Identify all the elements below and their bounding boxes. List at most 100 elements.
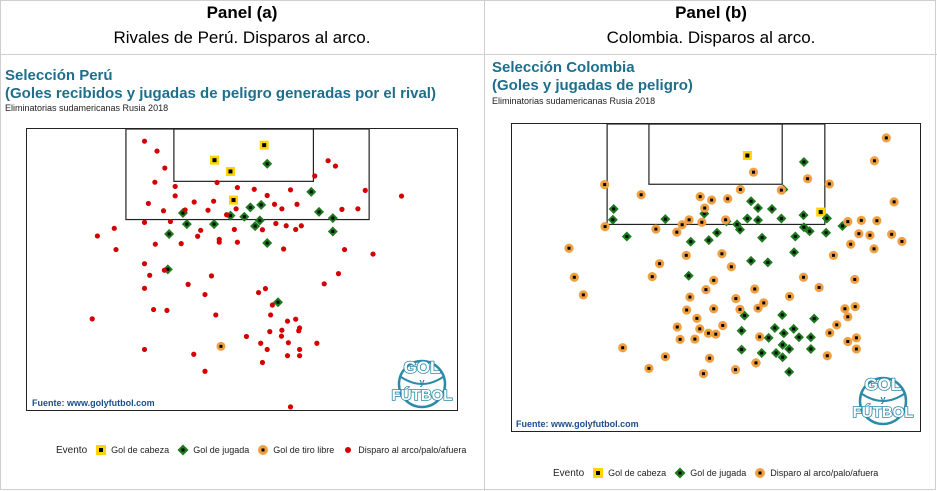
point-disparo-al-arco-palo-afuera-1 bbox=[869, 156, 880, 166]
point-disparo-al-arco-palo-afuera-54 bbox=[735, 304, 745, 314]
point-disparo-al-arco-palo-afuera-39 bbox=[94, 233, 101, 239]
point-disparo-al-arco-palo-afuera-32 bbox=[828, 250, 839, 260]
panel-b-header: Panel (b) bbox=[675, 3, 747, 22]
point-gol-de-jugada-22 bbox=[712, 227, 722, 238]
point-gol-de-jugada-39 bbox=[777, 339, 788, 350]
point-disparo-al-arco-palo-afuera-35 bbox=[726, 262, 736, 272]
point-gol-de-cabeza-3 bbox=[228, 195, 238, 205]
point-disparo-al-arco-palo-afuera-28 bbox=[223, 212, 230, 218]
point-gol-de-jugada-3 bbox=[239, 211, 250, 222]
point-disparo-al-arco-palo-afuera-13 bbox=[264, 192, 270, 199]
point-disparo-al-arco-palo-afuera-24 bbox=[854, 229, 864, 239]
point-disparo-al-arco-palo-afuera-49 bbox=[840, 304, 850, 314]
point-disparo-al-arco-palo-afuera-14 bbox=[697, 217, 707, 227]
point-disparo-al-arco-palo-afuera-55 bbox=[321, 281, 327, 287]
point-disparo-al-arco-palo-afuera-70 bbox=[660, 352, 670, 362]
legend-a-freekick-goal-marker bbox=[258, 445, 269, 455]
point-disparo-al-arco-palo-afuera-75 bbox=[264, 346, 270, 353]
point-gol-de-cabeza-1 bbox=[816, 207, 826, 217]
legend-b-title: Evento bbox=[553, 467, 585, 479]
point-disparo-al-arco-palo-afuera-84 bbox=[287, 404, 294, 410]
penalty-area bbox=[606, 124, 826, 226]
point-disparo-al-arco-palo-afuera-29 bbox=[167, 218, 174, 225]
point-disparo-al-arco-palo-afuera-21 bbox=[279, 206, 285, 212]
point-disparo-al-arco-palo-afuera-54 bbox=[208, 273, 215, 279]
point-disparo-al-arco-palo-afuera-40 bbox=[569, 272, 579, 282]
point-disparo-al-arco-palo-afuera-72 bbox=[243, 333, 250, 340]
point-disparo-al-arco-palo-afuera-65 bbox=[268, 312, 274, 318]
point-disparo-al-arco-palo-afuera-29 bbox=[897, 236, 907, 247]
point-disparo-al-arco-palo-afuera-86 bbox=[296, 328, 302, 334]
point-disparo-al-arco-palo-afuera-71 bbox=[730, 365, 741, 375]
point-gol-de-cabeza-0 bbox=[259, 140, 269, 150]
point-disparo-al-arco-palo-afuera-82 bbox=[284, 353, 291, 359]
point-disparo-al-arco-palo-afuera-15 bbox=[398, 193, 405, 199]
chart-a-source: Fuente: www.golyfutbol.com bbox=[32, 398, 155, 408]
point-disparo-al-arco-palo-afuera-77 bbox=[851, 333, 861, 343]
point-disparo-al-arco-palo-afuera-7 bbox=[776, 185, 786, 195]
logo-b-text-futbol: FÚTBOL bbox=[853, 403, 914, 421]
point-disparo-al-arco-palo-afuera-36 bbox=[231, 226, 237, 233]
point-disparo-al-arco-palo-afuera-80 bbox=[202, 368, 208, 374]
point-gol-de-jugada-11 bbox=[327, 226, 338, 237]
point-disparo-al-arco-palo-afuera-44 bbox=[281, 246, 287, 252]
penalty-area bbox=[125, 129, 370, 221]
point-disparo-al-arco-palo-afuera-8 bbox=[636, 190, 646, 200]
point-gol-de-jugada-44 bbox=[805, 343, 816, 354]
point-disparo-al-arco-palo-afuera-78 bbox=[296, 346, 303, 353]
point-disparo-al-arco-palo-afuera-25 bbox=[182, 207, 188, 213]
logo-b-text-gol: GOL bbox=[865, 375, 902, 394]
point-disparo-al-arco-palo-afuera-4 bbox=[600, 179, 610, 190]
point-disparo-al-arco-palo-afuera-4 bbox=[162, 165, 168, 171]
point-disparo-al-arco-palo-afuera-60 bbox=[718, 320, 728, 331]
point-disparo-al-arco-palo-afuera-22 bbox=[233, 206, 239, 212]
point-disparo-al-arco-palo-afuera-41 bbox=[701, 285, 711, 295]
point-gol-de-jugada-12 bbox=[776, 213, 787, 224]
point-disparo-al-arco-palo-afuera-32 bbox=[283, 223, 289, 229]
point-gol-de-jugada-33 bbox=[763, 332, 774, 343]
panel-b-subheader: Colombia. Disparos al arco. bbox=[606, 28, 816, 47]
legend-b-item-shot: Disparo al arco/palo/afuera bbox=[754, 467, 878, 479]
point-disparo-al-arco-palo-afuera-1 bbox=[154, 148, 160, 154]
point-gol-de-jugada-16 bbox=[734, 224, 745, 235]
panel-a-header: Panel (a) bbox=[206, 3, 278, 22]
logo-a-text-gol: GOL bbox=[404, 358, 441, 377]
point-gol-de-jugada-38 bbox=[736, 344, 747, 355]
point-disparo-al-arco-palo-afuera-17 bbox=[677, 220, 687, 230]
point-disparo-al-arco-palo-afuera-69 bbox=[698, 369, 709, 379]
point-gol-de-jugada-17 bbox=[272, 297, 283, 308]
point-disparo-al-arco-palo-afuera-22 bbox=[651, 224, 661, 234]
point-disparo-al-arco-palo-afuera-50 bbox=[141, 261, 148, 267]
point-gol-de-jugada-35 bbox=[788, 323, 799, 334]
point-disparo-al-arco-palo-afuera-66 bbox=[293, 316, 299, 322]
point-disparo-al-arco-palo-afuera-67 bbox=[851, 344, 861, 354]
point-gol-de-jugada-14 bbox=[254, 215, 265, 226]
legend-a-item-freekick-goal: Gol de tiro libre bbox=[257, 444, 334, 456]
point-gol-de-jugada-31 bbox=[683, 270, 694, 281]
point-disparo-al-arco-palo-afuera-40 bbox=[195, 233, 201, 239]
point-disparo-al-arco-palo-afuera-79 bbox=[141, 346, 148, 353]
legend-a-shot-marker bbox=[345, 447, 352, 453]
pitch-a bbox=[26, 128, 458, 411]
point-disparo-al-arco-palo-afuera-65 bbox=[755, 332, 765, 342]
point-gol-de-jugada-48 bbox=[777, 352, 788, 363]
point-gol-de-jugada-12 bbox=[164, 228, 175, 239]
point-disparo-al-arco-palo-afuera-43 bbox=[814, 282, 824, 293]
gol-y-futbol-logo-a: GOL y FÚTBOL bbox=[389, 353, 455, 411]
point-disparo-al-arco-palo-afuera-51 bbox=[161, 267, 167, 273]
point-disparo-al-arco-palo-afuera-45 bbox=[113, 246, 119, 253]
legend-a-header-goal-marker bbox=[96, 445, 107, 455]
point-disparo-al-arco-palo-afuera-28 bbox=[869, 244, 879, 254]
point-gol-de-cabeza-1 bbox=[209, 155, 219, 165]
point-disparo-al-arco-palo-afuera-21 bbox=[600, 221, 610, 232]
pitch-b bbox=[511, 123, 921, 432]
point-disparo-al-arco-palo-afuera-59 bbox=[832, 320, 842, 330]
point-gol-de-jugada-6 bbox=[262, 238, 273, 249]
logo-a-text-y: y bbox=[419, 377, 424, 387]
point-disparo-al-arco-palo-afuera-39 bbox=[850, 274, 860, 285]
point-gol-de-jugada-45 bbox=[784, 343, 795, 354]
point-disparo-al-arco-palo-afuera-0 bbox=[141, 138, 148, 144]
legend-a-item-header-goal: Gol de cabeza bbox=[95, 444, 169, 456]
point-gol-de-jugada-2 bbox=[181, 219, 192, 230]
point-disparo-al-arco-palo-afuera-62 bbox=[150, 306, 157, 313]
